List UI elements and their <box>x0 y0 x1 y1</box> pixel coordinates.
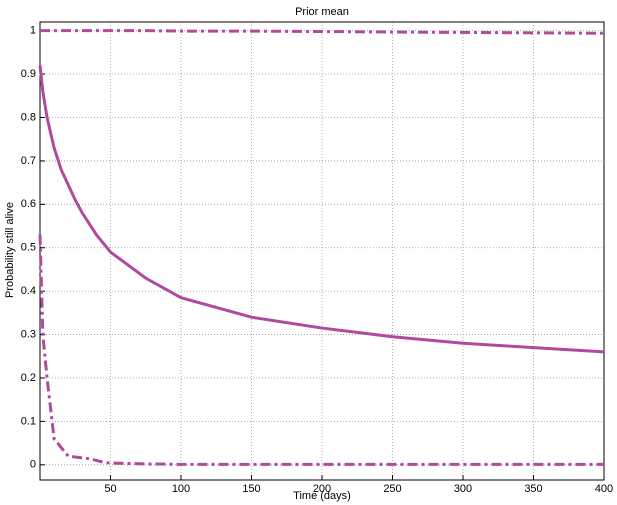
y-tick-label: 0.9 <box>21 68 36 80</box>
x-tick-label: 250 <box>383 483 401 495</box>
x-tick-label: 350 <box>524 483 542 495</box>
line-series <box>38 234 604 466</box>
x-tick-label: 300 <box>454 483 472 495</box>
line-series <box>38 65 605 354</box>
x-tick-label: 200 <box>313 483 331 495</box>
line-series <box>40 29 605 35</box>
x-axis-label: Time (days) <box>293 490 351 502</box>
x-tick-label: 50 <box>104 483 116 495</box>
y-tick-label: 0 <box>30 459 36 471</box>
y-tick-label: 0.2 <box>21 372 36 384</box>
x-tick-label: 100 <box>172 483 190 495</box>
y-tick-label: 0.4 <box>21 285 36 297</box>
y-tick-label: 1 <box>30 25 36 37</box>
y-tick-label: 0.7 <box>21 155 36 167</box>
y-tick-label: 0.6 <box>21 198 36 210</box>
y-tick-label: 0.8 <box>21 111 36 123</box>
x-tick-label: 150 <box>242 483 260 495</box>
y-tick-label: 0.5 <box>21 242 36 254</box>
y-tick-label: 0.3 <box>21 328 36 340</box>
y-axis-label: Probability still alive <box>4 202 16 298</box>
chart-title: Prior mean <box>295 6 349 18</box>
x-tick-label: 400 <box>595 483 613 495</box>
y-tick-label: 0.1 <box>21 415 36 427</box>
